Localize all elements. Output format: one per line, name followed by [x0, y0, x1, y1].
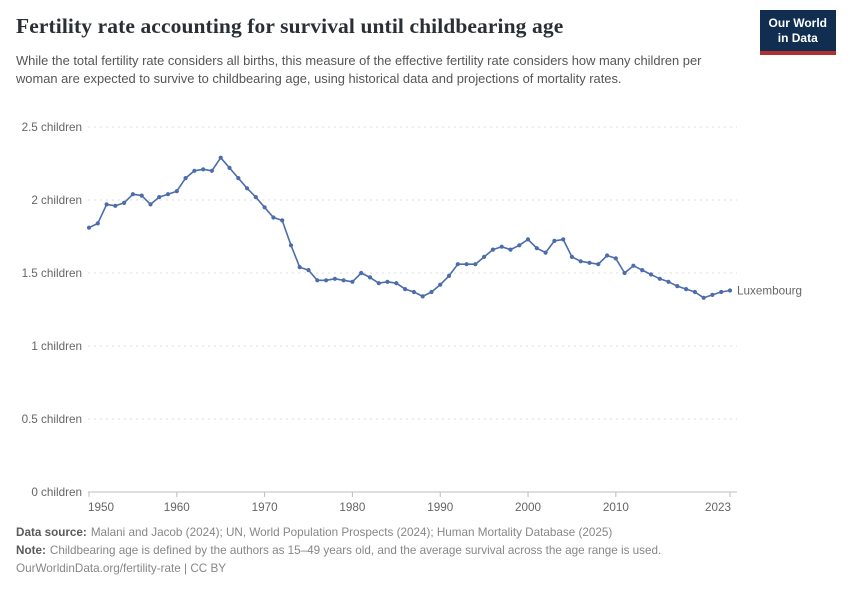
chart-footer: Data source: Malani and Jacob (2024); UN,… — [16, 526, 796, 580]
note-line: Note: Childbearing age is defined by the … — [16, 544, 796, 557]
svg-text:1990: 1990 — [427, 501, 454, 514]
owid-logo-line1: Our World — [768, 16, 827, 30]
svg-text:1970: 1970 — [252, 501, 279, 514]
svg-text:2023: 2023 — [705, 501, 731, 514]
svg-text:1950: 1950 — [88, 501, 115, 514]
svg-text:2.5 children: 2.5 children — [22, 121, 82, 134]
svg-text:1.5 children: 1.5 children — [22, 267, 82, 280]
owid-logo-line2: in Data — [777, 31, 818, 45]
note-text: Childbearing age is defined by the autho… — [49, 544, 662, 557]
chart-title: Fertility rate accounting for survival u… — [16, 14, 564, 38]
chart-subtitle: While the total fertility rate considers… — [16, 53, 702, 87]
url-line: OurWorldinData.org/fertility-rate | CC B… — [16, 562, 796, 575]
y-axis-labels: 0 children 0.5 children 1 children 1.5 chil… — [22, 121, 82, 499]
svg-text:2000: 2000 — [515, 501, 542, 514]
data-source-text: Malani and Jacob (2024); UN, World Popul… — [90, 526, 613, 539]
svg-text:1 children: 1 children — [31, 340, 82, 353]
luxembourg-series[interactable] — [86, 155, 733, 300]
data-source-line: Data source: Malani and Jacob (2024); UN,… — [16, 526, 796, 539]
note-label: Note: — [16, 544, 46, 557]
owid-logo[interactable]: Our World in Data — [759, 10, 836, 55]
data-source-label: Data source: — [16, 526, 87, 539]
svg-text:2010: 2010 — [603, 501, 630, 514]
x-axis: 1950 1960 1970 1980 1990 2000 2010 2023 — [88, 492, 731, 514]
gridlines — [88, 126, 737, 493]
owid-url-link[interactable]: OurWorldinData.org/fertility-rate — [16, 562, 181, 575]
svg-text:0.5 children: 0.5 children — [22, 413, 82, 426]
svg-text:2 children: 2 children — [31, 194, 82, 207]
series-label-luxembourg[interactable]: Luxembourg — [737, 285, 802, 298]
license-label: CC BY — [190, 562, 227, 575]
svg-text:1980: 1980 — [339, 501, 366, 514]
svg-text:1960: 1960 — [164, 501, 191, 514]
separator: | — [184, 562, 188, 575]
svg-text:0 children: 0 children — [31, 486, 82, 499]
